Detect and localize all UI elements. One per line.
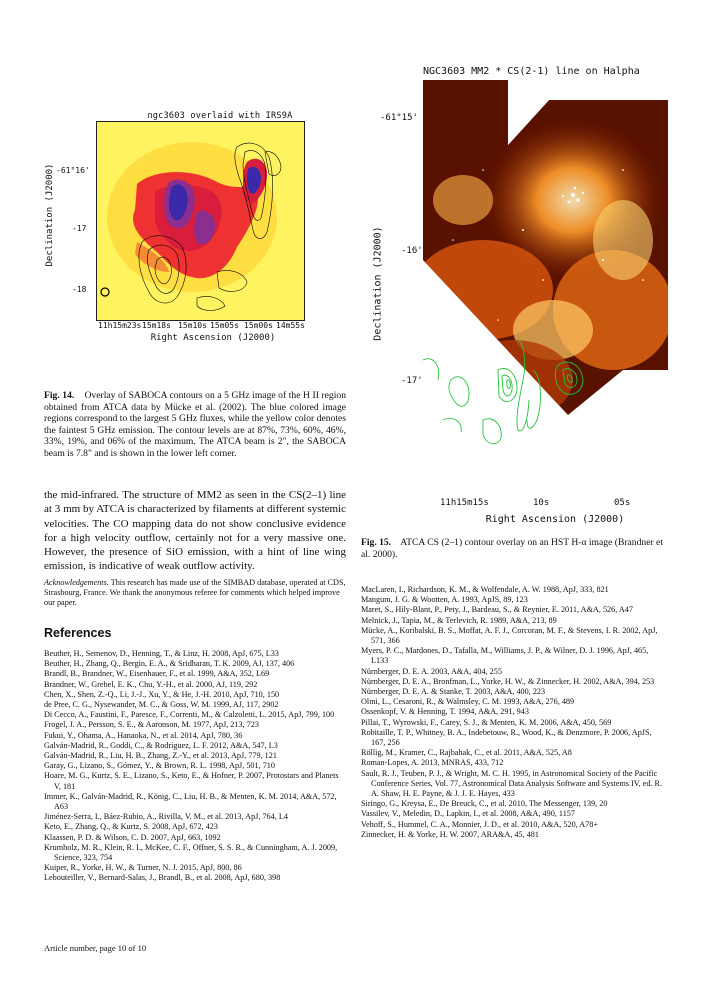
acknowledgements-text: This research has made use of the SIMBAD… [44, 578, 346, 608]
reference-item: Kuiper, R., Yorke, H. W., & Turner, N. J… [44, 863, 242, 873]
references-heading: References [44, 626, 112, 640]
fig14-ytick: -18 [72, 285, 87, 294]
reference-item: Immer, K., Galván-Madrid, R., König, C.,… [44, 791, 337, 812]
fig14-xtick: 15m18s [142, 321, 171, 330]
reference-item: Keto, E., Zhang, Q., & Kurtz, S. 2008, A… [44, 822, 218, 832]
reference-item: Myers, P. C., Mardones, D., Tafalla, M.,… [361, 646, 649, 666]
fig14-xtick: 15m10s [178, 321, 207, 330]
fig14-xlabel: Right Ascension (J2000) [150, 333, 276, 343]
reference-item: Chen, X., Shen, Z.-Q., Li, J.-J., Xu, Y.… [44, 689, 280, 699]
fig14-xtick: 14m55s [276, 321, 305, 330]
fig15-xlabel: Right Ascension (J2000) [485, 514, 625, 525]
fig14-image [96, 121, 305, 321]
fig14-contours [138, 142, 282, 311]
references-left-column: Beuther, H., Semenov, D., Henning, T., &… [44, 649, 346, 884]
fig15-halpha [423, 80, 668, 480]
reference-item: Melnick, J., Tapia, M., & Terlevich, R. … [361, 615, 557, 625]
fig15-xtick: 05s [614, 498, 631, 508]
reference-item: Frogel, J. A., Persson, S. E., & Aaronso… [44, 720, 259, 730]
reference-item: Mangum, J. G. & Wootten, A. 1993, ApJS, … [361, 595, 528, 605]
fig15-xtick: 10s [533, 498, 550, 508]
reference-item: Vehoff, S., Hummel, C. A., Monnier, J. D… [361, 819, 599, 829]
reference-item: de Pree, C. G., Nysewander, M. C., & Gos… [44, 700, 279, 710]
fig14-heatmap [97, 122, 304, 320]
reference-item: Ossenkopf, V. & Henning, T. 1994, A&A, 2… [361, 707, 529, 717]
page-footer: Article number, page 10 of 10 [44, 943, 147, 953]
fig14-caption-text: Overlay of SABOCA contours on a 5 GHz im… [44, 390, 346, 459]
reference-item: Brandner, W., Grebel, E. K., Chu, Y.-H.,… [44, 679, 258, 689]
fig15-ylabel: Declination (J2000) [372, 226, 384, 341]
reference-item: Nürnberger, D. E. A., Bronfman, L., York… [361, 676, 655, 686]
fig14-xtick: 15m05s [210, 321, 239, 330]
fig15-caption: Fig. 15. ATCA CS (2–1) contour overlay o… [361, 537, 663, 560]
fig15-ytick: -17' [401, 376, 423, 386]
reference-item: Lebouteiller, V., Bernard-Salas, J., Bra… [44, 873, 281, 883]
reference-item: MacLaren, I., Richardson, K. M., & Wolfe… [361, 585, 609, 594]
reference-item: Krumholz, M. R., Klein, R. I., McKee, C.… [44, 842, 338, 863]
reference-item: Maret, S., Hily-Blant, P., Pety, J., Bar… [361, 605, 633, 615]
fig15-ytick: -61°15' [380, 113, 418, 123]
reference-item: Zinnecker, H. & Yorke, H. W. 2007, ARA&A… [361, 829, 539, 839]
fig14-xtick: 15m00s [244, 321, 273, 330]
body-paragraph: the mid-infrared. The structure of MM2 a… [44, 489, 346, 573]
reference-item: Galván-Madrid, R., Goddi, C., & Rodrígue… [44, 740, 278, 750]
references-right-column: MacLaren, I., Richardson, K. M., & Wolfe… [361, 585, 663, 840]
reference-item: Nürnberger, D. E. A. & Stanke, T. 2003, … [361, 687, 546, 697]
reference-item: Jiménez-Serra, I., Báez-Rubio, A., Rivil… [44, 812, 288, 822]
fig15-title: NGC3603 MM2 * CS(2-1) line on Halpha [423, 66, 640, 77]
reference-item: Di Cecco, A., Faustini, F., Paresce, F.,… [44, 710, 335, 720]
reference-item: Siringo, G., Kreysa, E., De Breuck, C., … [361, 799, 608, 809]
reference-item: Röllig, M., Kramer, C., Rajbahak, C., et… [361, 748, 572, 758]
acknowledgements: Acknowledgements. This research has made… [44, 578, 346, 609]
reference-item: Olmi, L., Cesaroni, R., & Walmsley, C. M… [361, 697, 575, 707]
fig14-ytick: -61°16' [56, 166, 90, 175]
fig15-ytick: -16' [401, 246, 423, 256]
fig14-title: ngc3603 overlaid with IRS9A [147, 111, 293, 121]
fig14-caption: Fig. 14. Overlay of SABOCA contours on a… [44, 390, 346, 460]
fig14-caption-label: Fig. 14. [44, 390, 75, 401]
reference-item: Sault, R. J., Teuben, P. J., & Wright, M… [361, 768, 663, 799]
fig14-ylabel: Declination (J2000) [45, 163, 55, 267]
fig15-image [423, 80, 668, 480]
reference-item: Beuther, H., Zhang, Q., Bergin, E. A., &… [44, 659, 295, 669]
reference-item: Fukui, Y., Ohama, A., Hanaoka, N., et al… [44, 730, 243, 740]
reference-item: Hoare, M. G., Kurtz, S. E., Lizano, S., … [44, 771, 339, 791]
reference-item: Beuther, H., Semenov, D., Henning, T., &… [44, 649, 279, 658]
saboca-beam-marker [100, 287, 110, 297]
reference-item: Galván-Madrid, R., Liu, H. B., Zhang, Z.… [44, 751, 277, 761]
acknowledgements-label: Acknowledgements. [44, 578, 109, 587]
fig15-xtick: 11h15m15s [440, 498, 489, 508]
reference-item: Klaassen, P. D. & Wilson, C. D. 2007, Ap… [44, 832, 221, 842]
reference-item: Robitaille, T. P., Whitney, B. A., Indeb… [361, 727, 652, 748]
reference-item: Nürnberger, D. E. A. 2003, A&A, 404, 255 [361, 666, 502, 676]
reference-item: Brandl, B., Brandner, W., Eisenhauer, F.… [44, 669, 270, 679]
fig15-caption-label: Fig. 15. [361, 537, 392, 548]
fig15-cs-contours [423, 339, 584, 445]
fig15-caption-text: ATCA CS (2–1) contour overlay on an HST … [361, 537, 663, 560]
fig14-ytick: -17 [72, 224, 87, 233]
fig14-xtick: 11h15m23s [98, 321, 142, 330]
reference-item: Vassilev, V., Meledin, D., Lapkin, I., e… [361, 809, 575, 819]
reference-item: Pillai, T., Wyrowski, F., Carey, S. J., … [361, 717, 612, 727]
reference-item: Garay, G., Lizano, S., Gómez, Y., & Brow… [44, 761, 275, 771]
reference-item: Mücke, A., Koribalski, B. S., Moffat, A.… [361, 625, 658, 646]
reference-item: Roman-Lopes, A. 2013, MNRAS, 433, 712 [361, 758, 504, 768]
